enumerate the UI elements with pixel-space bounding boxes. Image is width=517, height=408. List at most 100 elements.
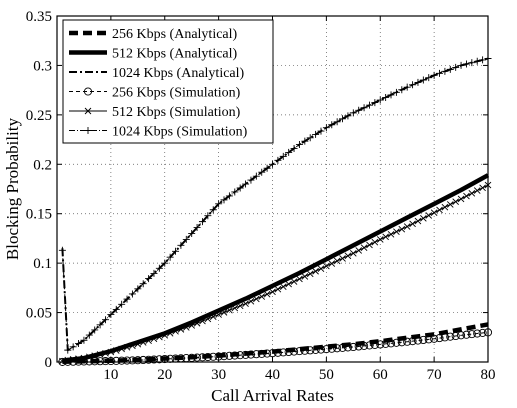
data-point-marker	[263, 164, 271, 172]
data-point-marker	[409, 220, 416, 228]
data-point-marker	[182, 324, 190, 331]
data-point-marker	[327, 344, 336, 353]
y-tick-label: 0.05	[26, 306, 52, 322]
data-point-marker	[441, 203, 449, 211]
data-point-marker	[317, 127, 325, 135]
data-point-marker	[386, 339, 396, 348]
data-point-marker	[317, 265, 325, 272]
legend-label: 512 Kbps (Analytical)	[112, 47, 238, 62]
data-point-marker	[441, 67, 449, 75]
legend-label: 256 Kbps (Simulation)	[112, 86, 241, 101]
data-point-marker	[107, 311, 115, 319]
data-point-marker	[101, 316, 109, 324]
data-point-marker	[188, 322, 196, 329]
data-point-marker	[306, 270, 314, 278]
x-axis-label: Call Arrival Rates	[211, 386, 334, 405]
data-point-marker	[306, 134, 314, 142]
data-point-marker	[344, 252, 352, 260]
data-point-marker	[339, 115, 347, 123]
data-point-marker	[349, 249, 357, 257]
data-point-marker	[134, 285, 142, 293]
data-point-marker	[300, 346, 309, 355]
data-point-marker	[204, 315, 212, 323]
data-point-marker	[193, 319, 201, 327]
data-point-marker	[473, 187, 481, 194]
data-point-marker	[430, 71, 438, 79]
data-point-marker	[323, 262, 330, 270]
data-point-marker	[354, 342, 363, 351]
legend-item: 512 Kbps (Analytical)	[69, 47, 238, 62]
data-point-marker	[344, 112, 352, 120]
data-point-marker	[295, 347, 304, 356]
data-point-marker	[156, 333, 163, 341]
data-point-marker	[226, 306, 233, 314]
data-point-marker	[139, 339, 147, 346]
data-point-marker	[409, 81, 417, 89]
data-point-marker	[247, 297, 255, 305]
data-point-marker	[263, 290, 271, 298]
data-point-marker	[231, 188, 239, 196]
data-point-marker	[430, 209, 438, 217]
data-point-marker	[462, 60, 470, 68]
data-point-marker	[215, 200, 223, 208]
data-point-marker	[160, 354, 169, 364]
data-point-marker	[355, 106, 363, 114]
data-point-marker	[118, 345, 125, 353]
legend-item: 1024 Kbps (Analytical)	[69, 66, 245, 81]
data-point-marker	[199, 317, 206, 325]
data-point-marker	[236, 184, 244, 192]
data-point-marker	[479, 56, 487, 64]
data-point-marker	[69, 356, 77, 363]
data-point-marker	[101, 357, 110, 366]
data-point-marker	[161, 259, 169, 267]
data-point-marker	[355, 247, 363, 254]
data-point-marker	[225, 192, 233, 200]
data-point-marker	[440, 333, 449, 342]
data-point-marker	[166, 253, 174, 261]
data-point-marker	[263, 349, 272, 358]
data-point-marker	[172, 247, 180, 255]
data-point-marker	[316, 345, 326, 354]
data-point-marker	[209, 313, 217, 321]
y-axis-label: Blocking Probability	[3, 117, 22, 260]
data-point-marker	[306, 346, 315, 355]
data-point-marker	[112, 347, 120, 354]
data-point-marker	[139, 280, 147, 288]
series-line	[61, 58, 489, 351]
data-point-marker	[349, 342, 358, 352]
data-point-marker	[376, 236, 384, 243]
legend-label: 1024 Kbps (Simulation)	[112, 125, 248, 140]
legend-box	[62, 19, 274, 144]
data-point-marker	[246, 350, 255, 359]
data-point-marker	[333, 118, 341, 126]
data-point-marker	[365, 341, 374, 350]
data-point-marker	[123, 295, 131, 303]
series-6	[58, 55, 492, 354]
data-point-marker	[150, 269, 158, 277]
data-point-marker	[392, 88, 400, 96]
data-point-marker	[457, 195, 465, 203]
legend-label: 512 Kbps (Simulation)	[112, 105, 241, 120]
data-point-marker	[467, 330, 476, 339]
data-point-marker	[241, 350, 250, 359]
data-point-marker	[166, 330, 174, 337]
y-tick-label: 0.35	[26, 9, 52, 25]
data-point-marker	[123, 344, 131, 351]
data-point-marker	[420, 214, 427, 222]
data-point-marker	[172, 328, 179, 335]
data-point-marker	[446, 201, 454, 208]
data-point-marker	[424, 335, 433, 344]
data-point-marker	[144, 355, 153, 364]
data-point-marker	[322, 124, 330, 132]
data-point-marker	[145, 337, 152, 344]
data-point-marker	[381, 339, 390, 348]
data-point-marker	[117, 356, 126, 365]
data-point-marker	[414, 78, 422, 86]
data-point-marker	[252, 172, 260, 180]
data-point-marker	[436, 206, 443, 214]
data-point-marker	[203, 352, 212, 362]
data-point-marker	[360, 104, 368, 112]
data-point-marker	[236, 302, 244, 310]
data-point-marker	[230, 351, 239, 360]
data-point-marker	[188, 229, 196, 237]
